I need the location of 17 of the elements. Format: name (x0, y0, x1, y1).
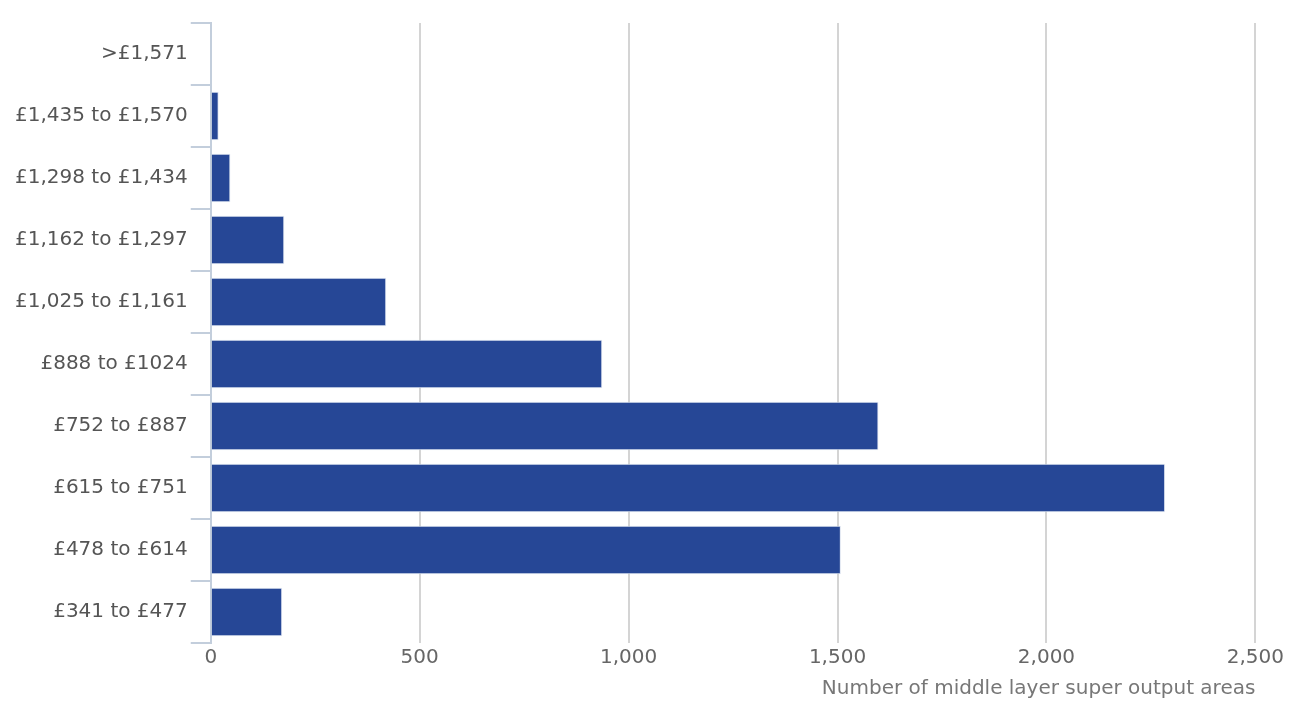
x-tick-label: 0 (204, 644, 218, 669)
x-tick-label: 2,000 (1017, 644, 1076, 669)
y-tick-label: £1,025 to £1,161 (14, 288, 188, 313)
y-tick-label: £1,435 to £1,570 (14, 102, 188, 127)
x-tick-label: 2,500 (1226, 644, 1284, 669)
y-tick-label: £888 to £1024 (40, 350, 188, 375)
x-tick-label: 500 (400, 644, 439, 669)
y-tick-label: £615 to £751 (53, 474, 188, 499)
x-axis-title: Number of middle layer super output areas (821, 675, 1256, 700)
y-tick-label: £1,298 to £1,434 (14, 164, 188, 189)
x-tick-label: 1,500 (808, 644, 867, 669)
y-tick-label: £478 to £614 (53, 536, 188, 561)
y-tick-label: £341 to £477 (53, 598, 188, 623)
y-tick-label: £752 to £887 (53, 412, 188, 437)
x-tick-label: 1,000 (599, 644, 658, 669)
y-tick-label: £1,162 to £1,297 (14, 226, 188, 251)
y-tick-label: >£1,571 (101, 40, 188, 65)
